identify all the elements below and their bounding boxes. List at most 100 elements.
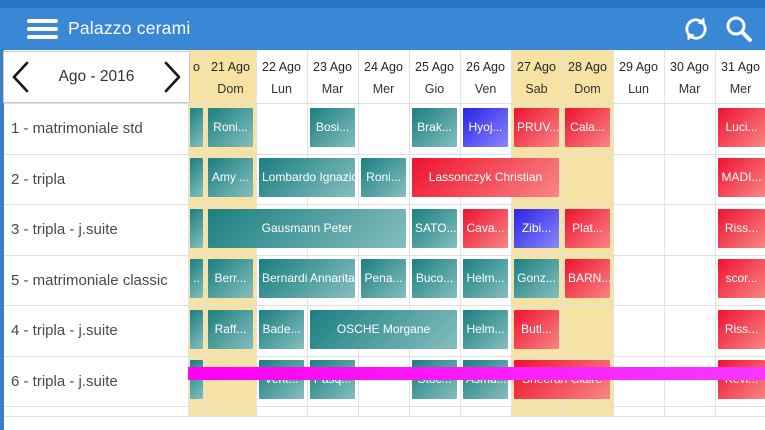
grid-hline <box>0 305 765 306</box>
day-header-date: 25 Ago <box>415 60 454 74</box>
day-header-dow: Mer <box>729 82 752 96</box>
booking-cell-stub[interactable] <box>190 208 203 248</box>
booking-cell[interactable]: Butl... <box>514 309 559 349</box>
app-bar: Palazzo cerami <box>0 8 765 50</box>
chevron-left-icon <box>12 61 29 93</box>
day-header-date: 30 Ago <box>670 60 709 74</box>
grid-vline <box>664 50 665 417</box>
room-label: 1 - matrimoniale std <box>11 120 143 137</box>
grid-hline <box>0 153 765 155</box>
booking-cell[interactable]: Bosi... <box>310 107 355 147</box>
booking-cell[interactable]: Roni... <box>361 158 406 197</box>
day-header-dow: Lun <box>628 82 649 96</box>
booking-cell[interactable]: OSCHE Morgane <box>310 309 457 349</box>
booking-cell[interactable]: Luci... <box>718 107 765 147</box>
day-header-dow: Dom <box>574 82 601 96</box>
grid-vline <box>613 50 614 417</box>
day-header-date: 29 Ago <box>619 60 658 74</box>
grid-hline <box>0 103 765 104</box>
booking-cell[interactable]: Bade... <box>259 309 304 349</box>
booking-cell[interactable]: scor... <box>718 259 765 298</box>
footer-progress-bar <box>188 367 765 380</box>
booking-cell[interactable]: Riss... <box>718 208 765 248</box>
refresh-icon[interactable] <box>681 14 711 44</box>
booking-cell[interactable]: Hyoj... <box>463 107 508 147</box>
booking-cell[interactable]: Roni... <box>208 107 253 147</box>
booking-cell[interactable]: Raff... <box>208 309 253 349</box>
booking-cell[interactable]: Buco... <box>412 259 457 298</box>
booking-cell[interactable]: Gausmann Peter <box>208 208 406 248</box>
booking-cell[interactable]: Plat... <box>565 208 610 248</box>
booking-cell-stub[interactable]: .. <box>190 259 203 298</box>
booking-cell[interactable]: PRUV... <box>514 107 559 147</box>
booking-cell[interactable]: Bernardi Annarita <box>259 259 355 298</box>
day-header-dow: Sab <box>525 82 548 96</box>
day-header-dow: Mer <box>372 82 395 96</box>
booking-cell[interactable]: Pena... <box>361 259 406 298</box>
booking-cell[interactable]: BARN... <box>565 259 610 298</box>
grid-hline <box>0 406 765 407</box>
booking-cell[interactable]: Lassonczyk Christian <box>412 158 559 197</box>
search-icon[interactable] <box>724 14 754 44</box>
grid-vline <box>562 50 563 417</box>
booking-cell[interactable]: SATO... <box>412 208 457 248</box>
day-header-date: 21 Ago <box>211 60 250 74</box>
day-header-date: 24 Ago <box>364 60 403 74</box>
menu-icon-bar <box>27 27 58 31</box>
day-header-date: 31 Ago <box>721 60 760 74</box>
day-header-dow: Mar <box>678 82 701 96</box>
booking-cell[interactable]: Berr... <box>208 259 253 298</box>
room-label: 5 - matrimoniale classic <box>11 271 168 289</box>
booking-cell[interactable]: Gonz... <box>514 259 559 298</box>
booking-cell[interactable]: Helm... <box>463 259 508 298</box>
chevron-right-icon <box>164 61 181 93</box>
booking-cell[interactable]: Helm... <box>463 309 508 349</box>
booking-cell[interactable]: MADI... <box>718 158 765 197</box>
grid-vline <box>511 50 512 417</box>
booking-cell[interactable]: Lombardo Ignazio <box>259 158 355 197</box>
grid-vline <box>715 50 716 417</box>
day-header-date: 23 Ago <box>313 60 352 74</box>
booking-cell-stub[interactable] <box>190 158 203 197</box>
day-header-dow: Gio <box>424 82 445 96</box>
grid-hline <box>0 355 765 357</box>
booking-cell[interactable]: Amy ... <box>208 158 253 197</box>
booking-cell[interactable]: Brak... <box>412 107 457 147</box>
grid-vline <box>188 50 189 417</box>
left-edge-accent <box>0 50 4 430</box>
room-label: 6 - tripla - j.suite <box>11 372 118 390</box>
day-header-dow: Mar <box>321 82 344 96</box>
status-bar <box>0 0 765 8</box>
booking-cell[interactable]: Riss... <box>718 309 765 349</box>
menu-icon[interactable] <box>27 17 59 41</box>
room-label: 3 - tripla - j.suite <box>11 221 118 238</box>
day-header-dow: Lun <box>271 82 292 96</box>
prev-month-button[interactable] <box>4 57 38 97</box>
grid-vline <box>460 50 461 417</box>
grid-vline <box>205 50 206 417</box>
month-navigator: Ago - 2016 <box>3 51 190 103</box>
grid-hline <box>0 416 765 417</box>
next-month-button[interactable] <box>155 57 189 97</box>
grid-vline <box>409 50 410 417</box>
day-header-dow: Ven <box>474 82 497 96</box>
grid-hline <box>0 204 765 205</box>
day-header-dow: Dom <box>217 82 244 96</box>
booking-cell-stub[interactable] <box>190 107 203 147</box>
day-header-clipped: o <box>193 60 200 74</box>
day-header-date: 22 Ago <box>262 60 301 74</box>
day-header-date: 28 Ago <box>568 60 607 74</box>
day-header-date: 27 Ago <box>517 60 556 74</box>
menu-icon-bar <box>27 35 58 39</box>
grid-hline <box>0 254 765 256</box>
app-title: Palazzo cerami <box>68 18 191 38</box>
booking-cell-stub[interactable] <box>190 309 203 349</box>
room-label: 2 - tripla <box>11 170 66 188</box>
booking-cell[interactable]: Zibi... <box>514 208 559 248</box>
room-label: 4 - tripla - j.suite <box>11 322 118 339</box>
menu-icon-bar <box>27 19 58 23</box>
booking-cell[interactable]: Cava... <box>463 208 508 248</box>
day-header-date: 26 Ago <box>466 60 505 74</box>
booking-cell[interactable]: Cala... <box>565 107 610 147</box>
